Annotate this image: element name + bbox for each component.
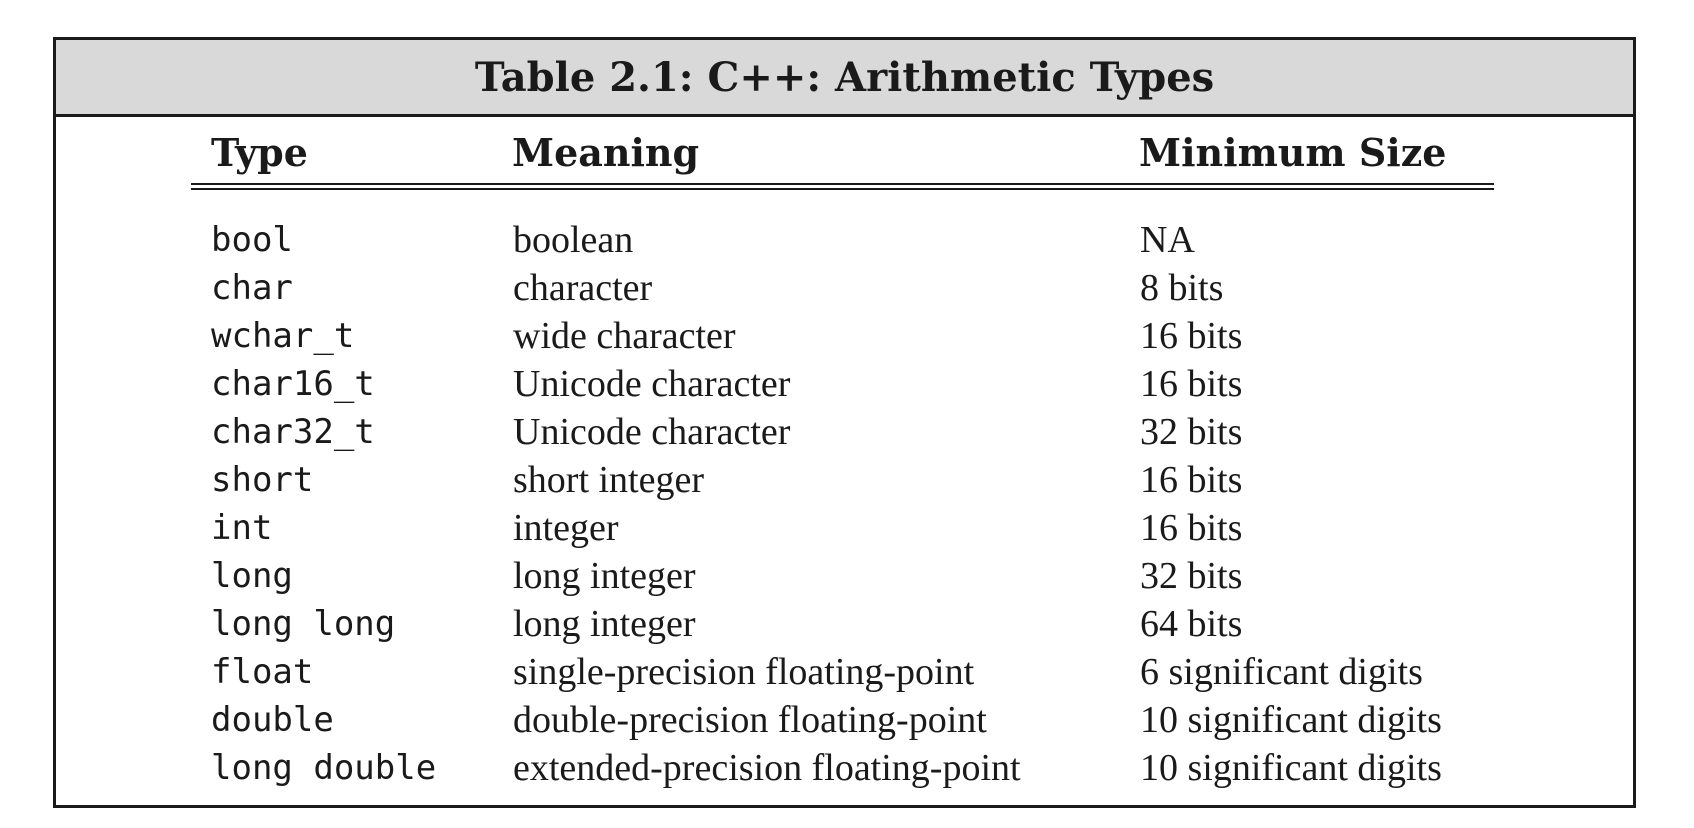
cell-type: int [211, 508, 273, 548]
table-row: char32_t Unicode character 32 bits [191, 408, 1494, 456]
cell-meaning: integer [513, 507, 619, 549]
table-row: char16_t Unicode character 16 bits [191, 360, 1494, 408]
cell-type: short [211, 460, 314, 500]
table-row: bool boolean NA [191, 187, 1494, 265]
cell-minimum-size: 8 bits [1140, 267, 1224, 309]
cell-minimum-size: 16 bits [1140, 459, 1243, 501]
cell-type: float [211, 652, 314, 692]
table-row: wchar_t wide character 16 bits [191, 312, 1494, 360]
cell-type: char [211, 268, 293, 308]
column-header-meaning: Meaning [512, 130, 700, 175]
table-row: double double-precision floating-point 1… [191, 696, 1494, 744]
cell-meaning: Unicode character [513, 363, 791, 405]
cell-type: double [211, 700, 334, 740]
cell-type: bool [211, 220, 293, 260]
table-frame: Table 2.1: C++: Arithmetic Types Type Me… [53, 37, 1636, 808]
table-row: int integer 16 bits [191, 504, 1494, 552]
table-title: Table 2.1: C++: Arithmetic Types [474, 53, 1215, 101]
cell-meaning: short integer [513, 459, 705, 501]
cell-meaning: long integer [513, 603, 696, 645]
cell-minimum-size: 6 significant digits [1140, 651, 1423, 693]
cell-meaning: boolean [513, 219, 634, 261]
cell-type: char32_t [211, 412, 375, 452]
table-title-bar: Table 2.1: C++: Arithmetic Types [56, 40, 1633, 117]
cell-type: wchar_t [211, 316, 355, 356]
table-header-row: Type Meaning Minimum Size [191, 117, 1494, 187]
arithmetic-types-table: Type Meaning Minimum Size bool boolean N… [191, 117, 1494, 792]
table-body: bool boolean NA char character 8 bits wc… [191, 187, 1494, 793]
cell-minimum-size: 16 bits [1140, 315, 1243, 357]
cell-meaning: long integer [513, 555, 696, 597]
cell-meaning: double-precision floating-point [513, 699, 987, 741]
table-row: long long long integer 64 bits [191, 600, 1494, 648]
cell-minimum-size: 10 significant digits [1140, 699, 1442, 741]
cell-minimum-size: 64 bits [1140, 603, 1243, 645]
cell-minimum-size: 32 bits [1140, 411, 1243, 453]
cell-meaning: single-precision floating-point [513, 651, 975, 693]
cell-minimum-size: 10 significant digits [1140, 747, 1442, 789]
cell-type: long long [211, 604, 396, 644]
cell-meaning: Unicode character [513, 411, 791, 453]
cell-minimum-size: 16 bits [1140, 363, 1243, 405]
table-row: long double extended-precision floating-… [191, 744, 1494, 792]
cell-type: long [211, 556, 293, 596]
cell-meaning: wide character [513, 315, 736, 357]
table-row: long long integer 32 bits [191, 552, 1494, 600]
cell-meaning: character [513, 267, 653, 309]
cell-minimum-size: NA [1140, 219, 1195, 261]
table-wrapper: Type Meaning Minimum Size bool boolean N… [191, 117, 1494, 792]
cell-type: char16_t [211, 364, 375, 404]
cell-minimum-size: 32 bits [1140, 555, 1243, 597]
cell-type: long double [211, 748, 437, 788]
column-header-type: Type [211, 130, 308, 175]
table-row: float single-precision floating-point 6 … [191, 648, 1494, 696]
cell-meaning: extended-precision floating-point [513, 747, 1021, 789]
table-row: char character 8 bits [191, 264, 1494, 312]
table-row: short short integer 16 bits [191, 456, 1494, 504]
cell-minimum-size: 16 bits [1140, 507, 1243, 549]
column-header-minimum-size: Minimum Size [1139, 130, 1447, 175]
